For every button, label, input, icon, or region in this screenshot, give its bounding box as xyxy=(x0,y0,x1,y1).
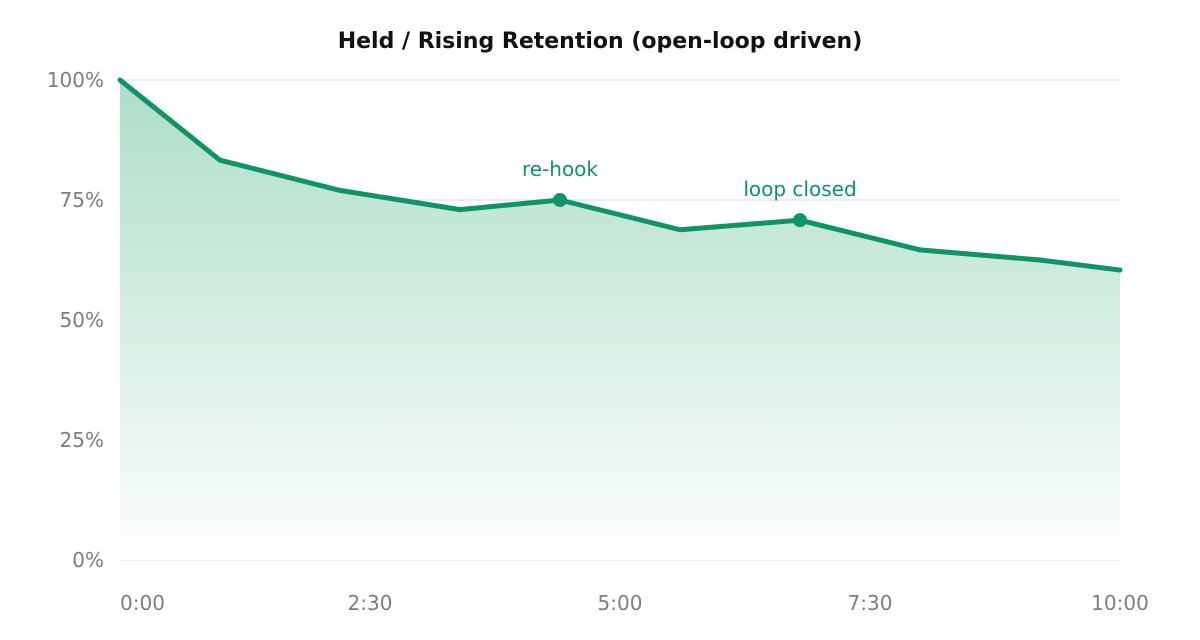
series-line-segment xyxy=(557,197,683,233)
x-tick-label: 2:30 xyxy=(348,591,393,615)
series-line-segment xyxy=(217,157,343,193)
x-tick-label: 0:00 xyxy=(120,591,165,615)
y-tick-label: 100% xyxy=(47,68,104,92)
chart-title: Held / Rising Retention (open-loop drive… xyxy=(338,29,863,54)
y-axis-ticks: 0% 25% 50% 75% 100% xyxy=(47,68,104,572)
series-line-segment xyxy=(917,247,1043,263)
y-tick-label: 0% xyxy=(72,548,104,572)
y-tick-label: 50% xyxy=(60,308,104,332)
annotations: re-hook loop closed xyxy=(522,157,857,228)
x-tick-label: 5:00 xyxy=(598,591,643,615)
line-layer xyxy=(117,77,1123,273)
series-line-segment xyxy=(1037,257,1123,273)
x-axis-ticks: 0:00 2:30 5:00 7:30 10:00 xyxy=(120,591,1149,615)
area-fill xyxy=(120,80,1120,560)
series-line-segment xyxy=(797,217,923,253)
annotation-marker xyxy=(553,193,567,207)
series-line-segment xyxy=(677,217,803,233)
annotation-label: loop closed xyxy=(743,177,856,201)
x-tick-label: 7:30 xyxy=(848,591,893,615)
annotation-marker xyxy=(793,213,807,228)
series-line-segment xyxy=(457,197,563,213)
area-layer xyxy=(120,80,1120,560)
series-line-segment xyxy=(117,77,223,163)
annotation-label: re-hook xyxy=(522,157,598,181)
y-tick-label: 75% xyxy=(60,188,104,212)
series-line-segment xyxy=(337,187,463,213)
y-tick-label: 25% xyxy=(60,428,104,452)
x-tick-label: 10:00 xyxy=(1091,591,1149,615)
